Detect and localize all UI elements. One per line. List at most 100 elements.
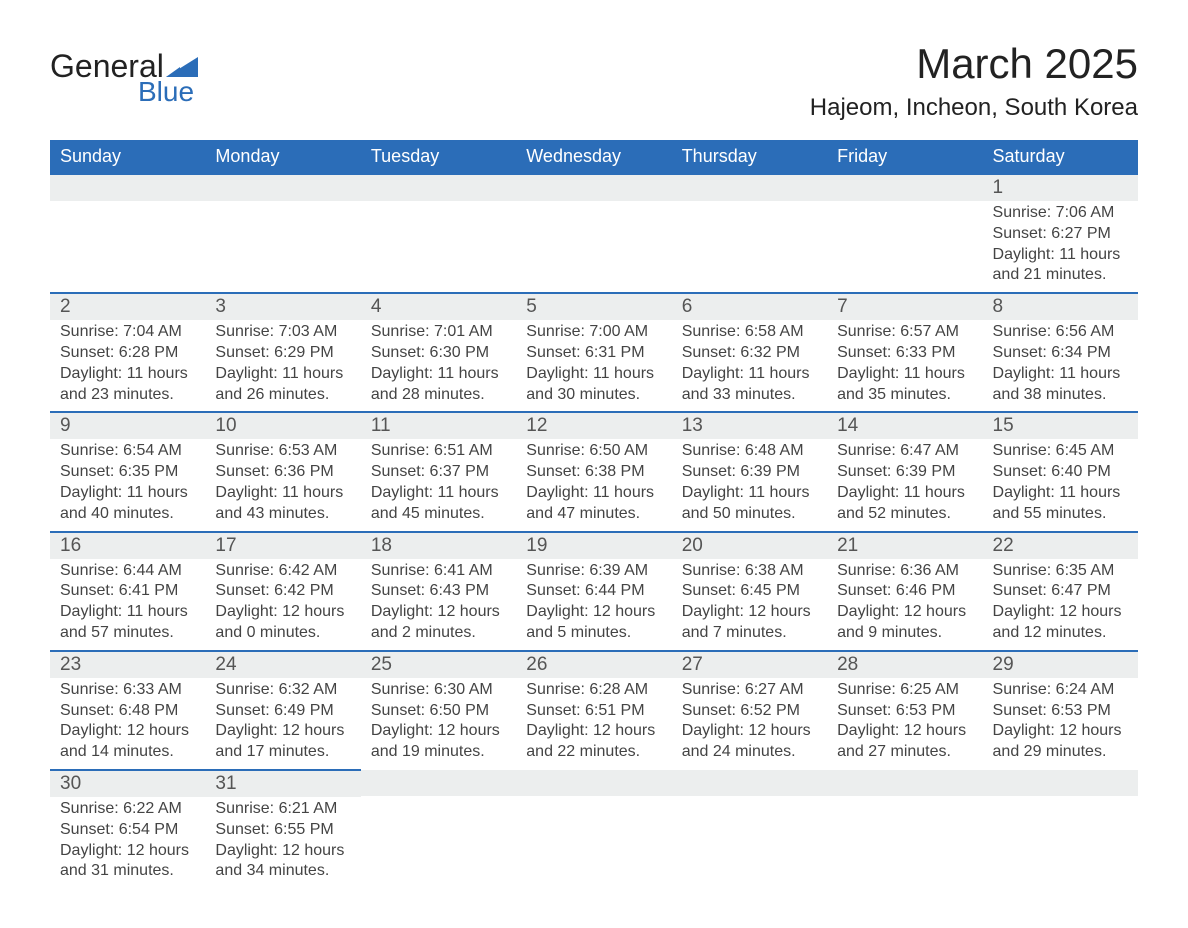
calendar-cell: 13Sunrise: 6:48 AMSunset: 6:39 PMDayligh…: [672, 412, 827, 531]
day-body: Sunrise: 6:51 AMSunset: 6:37 PMDaylight:…: [361, 439, 516, 530]
day-number: 19: [516, 533, 671, 559]
day-number-empty: [827, 770, 982, 796]
calendar-cell: [827, 174, 982, 293]
day-header: Wednesday: [516, 140, 671, 174]
day-body: Sunrise: 7:04 AMSunset: 6:28 PMDaylight:…: [50, 320, 205, 411]
calendar-cell: 23Sunrise: 6:33 AMSunset: 6:48 PMDayligh…: [50, 651, 205, 770]
day-body: Sunrise: 7:03 AMSunset: 6:29 PMDaylight:…: [205, 320, 360, 411]
day-number: 17: [205, 533, 360, 559]
day-body-empty: [205, 201, 360, 287]
calendar-cell: [361, 174, 516, 293]
calendar-table: SundayMondayTuesdayWednesdayThursdayFrid…: [50, 140, 1138, 888]
calendar-cell: [516, 174, 671, 293]
calendar-cell: [516, 770, 671, 888]
day-body: Sunrise: 7:06 AMSunset: 6:27 PMDaylight:…: [983, 201, 1138, 292]
day-number-empty: [827, 175, 982, 201]
calendar-week: 16Sunrise: 6:44 AMSunset: 6:41 PMDayligh…: [50, 532, 1138, 651]
day-body: Sunrise: 6:30 AMSunset: 6:50 PMDaylight:…: [361, 678, 516, 769]
day-body: Sunrise: 6:38 AMSunset: 6:45 PMDaylight:…: [672, 559, 827, 650]
calendar-cell: 31Sunrise: 6:21 AMSunset: 6:55 PMDayligh…: [205, 770, 360, 888]
day-header: Friday: [827, 140, 982, 174]
day-number: 13: [672, 413, 827, 439]
day-body: Sunrise: 6:28 AMSunset: 6:51 PMDaylight:…: [516, 678, 671, 769]
calendar-cell: 16Sunrise: 6:44 AMSunset: 6:41 PMDayligh…: [50, 532, 205, 651]
calendar-cell: 19Sunrise: 6:39 AMSunset: 6:44 PMDayligh…: [516, 532, 671, 651]
day-body: Sunrise: 6:27 AMSunset: 6:52 PMDaylight:…: [672, 678, 827, 769]
calendar-week: 9Sunrise: 6:54 AMSunset: 6:35 PMDaylight…: [50, 412, 1138, 531]
day-body: Sunrise: 6:48 AMSunset: 6:39 PMDaylight:…: [672, 439, 827, 530]
day-body-empty: [672, 201, 827, 287]
day-body: Sunrise: 6:53 AMSunset: 6:36 PMDaylight:…: [205, 439, 360, 530]
calendar-cell: [672, 770, 827, 888]
day-number-empty: [50, 175, 205, 201]
day-number: 28: [827, 652, 982, 678]
calendar-cell: 29Sunrise: 6:24 AMSunset: 6:53 PMDayligh…: [983, 651, 1138, 770]
calendar-cell: 8Sunrise: 6:56 AMSunset: 6:34 PMDaylight…: [983, 293, 1138, 412]
day-header: Thursday: [672, 140, 827, 174]
day-number-empty: [516, 175, 671, 201]
day-body: Sunrise: 6:25 AMSunset: 6:53 PMDaylight:…: [827, 678, 982, 769]
day-number: 12: [516, 413, 671, 439]
calendar-cell: 25Sunrise: 6:30 AMSunset: 6:50 PMDayligh…: [361, 651, 516, 770]
day-number: 10: [205, 413, 360, 439]
calendar-cell: [827, 770, 982, 888]
month-title: March 2025: [810, 40, 1138, 88]
day-body-empty: [983, 796, 1138, 804]
calendar-cell: 26Sunrise: 6:28 AMSunset: 6:51 PMDayligh…: [516, 651, 671, 770]
day-number: 29: [983, 652, 1138, 678]
day-body: Sunrise: 6:33 AMSunset: 6:48 PMDaylight:…: [50, 678, 205, 769]
calendar-cell: [672, 174, 827, 293]
calendar-cell: 4Sunrise: 7:01 AMSunset: 6:30 PMDaylight…: [361, 293, 516, 412]
calendar-cell: 15Sunrise: 6:45 AMSunset: 6:40 PMDayligh…: [983, 412, 1138, 531]
day-number: 6: [672, 294, 827, 320]
day-header-row: SundayMondayTuesdayWednesdayThursdayFrid…: [50, 140, 1138, 174]
day-body-empty: [50, 201, 205, 287]
day-body: Sunrise: 6:24 AMSunset: 6:53 PMDaylight:…: [983, 678, 1138, 769]
day-number: 30: [50, 771, 205, 797]
calendar-cell: 9Sunrise: 6:54 AMSunset: 6:35 PMDaylight…: [50, 412, 205, 531]
day-body: Sunrise: 6:56 AMSunset: 6:34 PMDaylight:…: [983, 320, 1138, 411]
calendar-cell: 1Sunrise: 7:06 AMSunset: 6:27 PMDaylight…: [983, 174, 1138, 293]
header: General Blue March 2025 Hajeom, Incheon,…: [50, 40, 1138, 122]
day-number: 8: [983, 294, 1138, 320]
day-number: 2: [50, 294, 205, 320]
day-body-empty: [827, 796, 982, 804]
day-body: Sunrise: 6:42 AMSunset: 6:42 PMDaylight:…: [205, 559, 360, 650]
calendar-cell: 14Sunrise: 6:47 AMSunset: 6:39 PMDayligh…: [827, 412, 982, 531]
day-number: 24: [205, 652, 360, 678]
day-number-empty: [361, 770, 516, 796]
day-body: Sunrise: 6:36 AMSunset: 6:46 PMDaylight:…: [827, 559, 982, 650]
calendar-cell: 7Sunrise: 6:57 AMSunset: 6:33 PMDaylight…: [827, 293, 982, 412]
calendar-cell: 21Sunrise: 6:36 AMSunset: 6:46 PMDayligh…: [827, 532, 982, 651]
logo-word2: Blue: [138, 78, 198, 106]
calendar-week: 1Sunrise: 7:06 AMSunset: 6:27 PMDaylight…: [50, 174, 1138, 293]
calendar-cell: 18Sunrise: 6:41 AMSunset: 6:43 PMDayligh…: [361, 532, 516, 651]
day-body: Sunrise: 6:44 AMSunset: 6:41 PMDaylight:…: [50, 559, 205, 650]
day-body-empty: [516, 796, 671, 804]
calendar-cell: 22Sunrise: 6:35 AMSunset: 6:47 PMDayligh…: [983, 532, 1138, 651]
day-number-empty: [205, 175, 360, 201]
day-number: 5: [516, 294, 671, 320]
calendar-cell: 11Sunrise: 6:51 AMSunset: 6:37 PMDayligh…: [361, 412, 516, 531]
day-number: 1: [983, 175, 1138, 201]
day-number: 31: [205, 771, 360, 797]
day-body: Sunrise: 6:41 AMSunset: 6:43 PMDaylight:…: [361, 559, 516, 650]
day-number: 14: [827, 413, 982, 439]
calendar-cell: 2Sunrise: 7:04 AMSunset: 6:28 PMDaylight…: [50, 293, 205, 412]
day-body: Sunrise: 6:45 AMSunset: 6:40 PMDaylight:…: [983, 439, 1138, 530]
calendar-cell: 27Sunrise: 6:27 AMSunset: 6:52 PMDayligh…: [672, 651, 827, 770]
day-number: 11: [361, 413, 516, 439]
day-number: 25: [361, 652, 516, 678]
day-number-empty: [672, 175, 827, 201]
location: Hajeom, Incheon, South Korea: [810, 94, 1138, 122]
calendar-cell: 12Sunrise: 6:50 AMSunset: 6:38 PMDayligh…: [516, 412, 671, 531]
day-body: Sunrise: 6:54 AMSunset: 6:35 PMDaylight:…: [50, 439, 205, 530]
day-body-empty: [827, 201, 982, 287]
day-number: 4: [361, 294, 516, 320]
calendar-week: 23Sunrise: 6:33 AMSunset: 6:48 PMDayligh…: [50, 651, 1138, 770]
calendar-week: 2Sunrise: 7:04 AMSunset: 6:28 PMDaylight…: [50, 293, 1138, 412]
calendar-cell: 3Sunrise: 7:03 AMSunset: 6:29 PMDaylight…: [205, 293, 360, 412]
day-number-empty: [983, 770, 1138, 796]
day-number: 20: [672, 533, 827, 559]
calendar-cell: 5Sunrise: 7:00 AMSunset: 6:31 PMDaylight…: [516, 293, 671, 412]
